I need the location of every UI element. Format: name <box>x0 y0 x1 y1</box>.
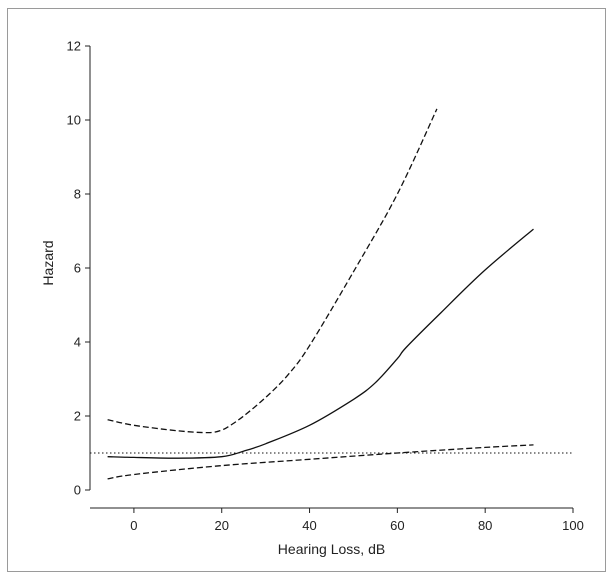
upper-confidence-line <box>107 108 438 434</box>
y-axis-title: Hazard <box>40 240 56 285</box>
x-ticks: 0 20 40 60 80 100 <box>130 508 584 533</box>
y-tick-label: 12 <box>67 39 81 54</box>
y-tick-label: 4 <box>74 335 81 350</box>
series-layer <box>90 108 573 480</box>
y-tick-label: 6 <box>74 261 81 276</box>
x-tick-label: 20 <box>214 518 228 533</box>
y-tick-label: 2 <box>74 409 81 424</box>
y-tick-label: 0 <box>74 483 81 498</box>
y-ticks: 0 2 4 6 8 10 12 <box>67 39 90 498</box>
x-axis-title: Hearing Loss, dB <box>278 541 385 557</box>
y-tick-label: 10 <box>67 113 81 128</box>
x-tick-label: 60 <box>390 518 404 533</box>
x-tick-label: 0 <box>130 518 137 533</box>
axes <box>89 46 573 509</box>
x-tick-label: 80 <box>478 518 492 533</box>
x-tick-label: 40 <box>302 518 316 533</box>
lower-confidence-line <box>107 444 534 480</box>
x-tick-label: 100 <box>562 518 584 533</box>
chart-frame <box>7 8 606 572</box>
hazard-estimate-line <box>107 228 534 459</box>
y-tick-label: 8 <box>74 187 81 202</box>
